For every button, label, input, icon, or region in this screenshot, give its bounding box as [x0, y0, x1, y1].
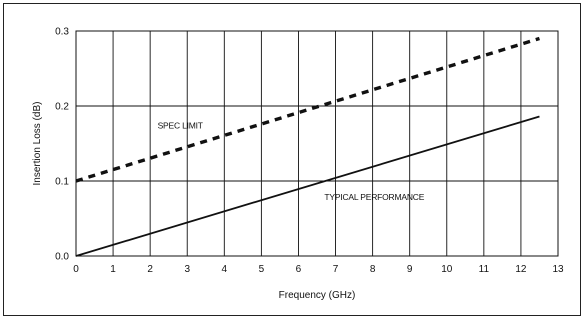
- x-tick-label: 13: [552, 264, 564, 275]
- x-axis-title: Frequency (GHz): [279, 290, 356, 301]
- x-tick-label: 10: [441, 264, 453, 275]
- typical-performance-line: [75, 115, 540, 257]
- x-tick-label: 1: [110, 264, 116, 275]
- x-tick-label: 0: [73, 264, 79, 275]
- y-tick-label: 0.1: [55, 177, 69, 188]
- annotations: SPEC LIMIT TYPICAL PERFORMANCE: [158, 121, 425, 202]
- x-tick-label: 4: [222, 264, 228, 275]
- x-tick-label: 12: [515, 264, 527, 275]
- x-tick-label: 7: [333, 264, 339, 275]
- tick-labels: 0 1 2 3 4 5 6 7 8 9 10 11 12 130.00.10.20.3: [55, 27, 564, 276]
- y-tick-label: 0.0: [55, 252, 69, 263]
- annotation-label: SPEC LIMIT: [158, 121, 203, 131]
- grid: [76, 31, 558, 256]
- x-tick-label: 9: [407, 264, 413, 275]
- x-tick-label: 6: [296, 264, 302, 275]
- x-tick-label: 2: [147, 264, 153, 275]
- x-tick-label: 5: [259, 264, 265, 275]
- plot-area-border: [75, 30, 559, 257]
- annotation-label: TYPICAL PERFORMANCE: [324, 192, 424, 202]
- series-layer: [75, 36, 540, 257]
- x-tick-label: 3: [184, 264, 190, 275]
- y-axis-title: Insertion Loss (dB): [32, 102, 43, 186]
- x-tick-label: 8: [370, 264, 376, 275]
- y-tick-label: 0.2: [55, 102, 69, 113]
- spec-limit-line: [75, 36, 540, 183]
- y-tick-label: 0.3: [55, 27, 69, 38]
- chart-frame: [3, 3, 581, 316]
- x-tick-label: 11: [479, 264, 490, 275]
